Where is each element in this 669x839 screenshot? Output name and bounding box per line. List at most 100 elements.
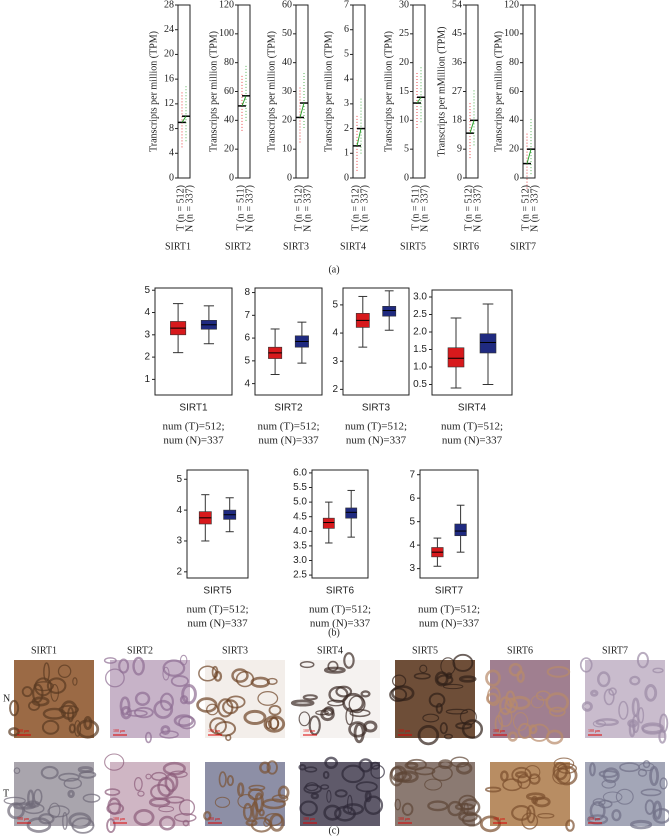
median-link <box>526 149 532 164</box>
y-tick-label: 7 <box>409 469 415 480</box>
y-tick-label: 25 <box>399 28 409 39</box>
tissue-texture <box>401 802 414 816</box>
tissue-texture <box>164 772 179 793</box>
tissue-texture <box>57 664 72 679</box>
tissue-texture <box>50 683 59 702</box>
tissue-texture <box>508 662 523 677</box>
tissue-texture <box>555 765 578 786</box>
y-tick-label: 0 <box>514 172 519 183</box>
y-tick-label: 4 <box>409 540 415 551</box>
tissue-texture <box>545 729 564 745</box>
tissue-texture <box>602 791 623 803</box>
y-tick-label: 2 <box>144 352 150 363</box>
y-tick-label: 8 <box>169 123 174 134</box>
plot-frame <box>295 4 309 179</box>
tissue-texture <box>40 765 59 780</box>
tissue-texture <box>203 810 212 821</box>
median-link <box>416 96 422 104</box>
x-axis-label: SIRT4 <box>340 241 366 252</box>
tissue-texture <box>631 697 640 718</box>
tissue-texture <box>41 719 60 735</box>
tissue-texture <box>26 817 52 833</box>
tissue-texture <box>335 685 353 698</box>
x-axis-label: SIRT3 <box>362 403 391 414</box>
y-tick-label: 40 <box>509 115 519 126</box>
y-tick-label: 2.5 <box>293 570 307 581</box>
tissue-texture <box>486 686 501 707</box>
y-tick-label: 1 <box>344 148 349 159</box>
column-label: SIRT7 <box>602 645 628 656</box>
y-tick-label: 3 <box>176 536 182 547</box>
y-axis-label: Transcripts per million (TPM) <box>383 31 394 152</box>
scale-label: 100 μm <box>398 816 411 821</box>
x-axis-label: SIRT1 <box>165 241 191 252</box>
tissue-texture <box>485 669 501 687</box>
tissue-texture <box>548 706 566 717</box>
y-tick-label: 100 <box>219 28 234 39</box>
tissue-texture <box>310 792 320 800</box>
tissue-texture <box>324 756 339 770</box>
tissue-texture <box>500 770 509 782</box>
y-tick-label: 30 <box>399 0 409 10</box>
y-tick-label: 5 <box>176 474 182 485</box>
y-tick-label: 5.0 <box>293 497 307 508</box>
tissue-texture <box>565 819 575 832</box>
tissue-texture <box>597 671 611 688</box>
y-tick-label: 80 <box>509 57 519 68</box>
tissue-texture <box>642 760 651 769</box>
plot-frame <box>342 287 410 396</box>
tissue-texture <box>217 698 234 718</box>
y-tick-label: 0 <box>287 172 292 183</box>
median-link <box>241 95 247 107</box>
tissue-texture <box>320 784 330 790</box>
tissue-texture <box>242 802 253 821</box>
tissue-texture <box>62 812 68 831</box>
tissue-texture <box>72 677 78 686</box>
tissue-texture <box>390 685 415 702</box>
y-tick-label: 0 <box>457 172 462 183</box>
tissue-texture <box>428 692 446 708</box>
column-label: SIRT5 <box>412 645 438 656</box>
tissue-texture <box>34 677 53 697</box>
tissue-texture <box>43 662 50 682</box>
tissue-texture <box>363 720 378 733</box>
column-label: SIRT4 <box>317 645 343 656</box>
category-label: N (n = 337) <box>184 185 195 232</box>
tissue-texture <box>63 777 83 790</box>
x-axis-label: SIRT2 <box>274 403 303 414</box>
y-tick-label: 4.0 <box>293 526 307 537</box>
tissue-texture <box>206 703 219 716</box>
scale-label: 100 μm <box>208 728 221 733</box>
plot-frame <box>237 4 251 179</box>
tissue-texture <box>327 660 339 672</box>
tissue-texture <box>298 711 311 727</box>
tissue-texture <box>67 789 75 799</box>
tissue-texture <box>308 715 321 736</box>
y-tick-label: 2 <box>332 384 338 395</box>
sample-note: num (T)=512; <box>309 604 371 616</box>
y-tick-label: 6 <box>344 24 349 35</box>
tissue-texture <box>342 803 365 816</box>
tissue-texture <box>637 768 648 777</box>
tissue-texture <box>266 760 278 775</box>
tissue-texture <box>644 799 655 815</box>
y-axis-label: Transcripts per million (TPM) <box>208 31 219 152</box>
tissue-texture <box>652 667 664 674</box>
category-label: N (n = 337) <box>529 185 540 232</box>
y-tick-label: 4 <box>332 328 338 339</box>
tissue-texture <box>160 725 171 735</box>
tissue-texture <box>237 782 245 797</box>
tissue-texture <box>8 727 20 737</box>
tissue-texture <box>434 671 449 687</box>
tissue-texture <box>424 778 443 791</box>
tissue-texture <box>404 761 419 770</box>
row-label: T <box>3 788 9 799</box>
tissue-texture <box>76 719 100 739</box>
tissue-texture <box>243 709 267 725</box>
panel-label: (c) <box>328 825 339 836</box>
tissue-texture <box>133 706 154 719</box>
y-tick-label: 5 <box>144 285 150 296</box>
box <box>447 347 465 368</box>
y-tick-label: 16 <box>164 73 174 84</box>
